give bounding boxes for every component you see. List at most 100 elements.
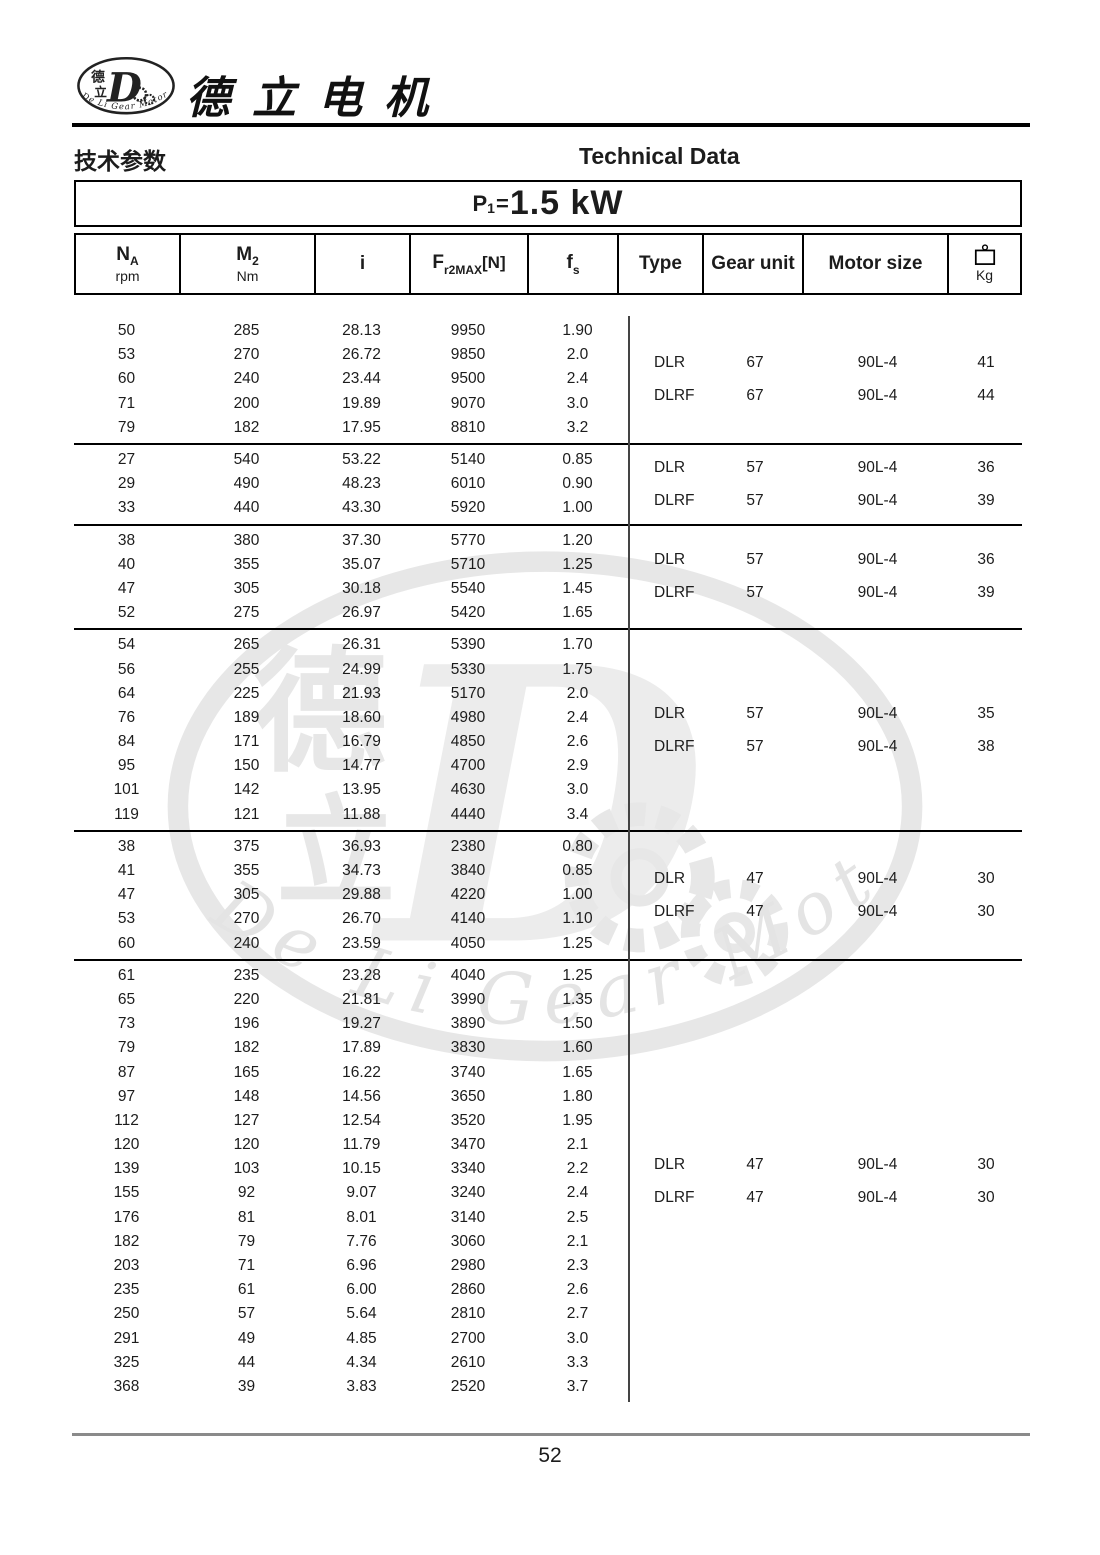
- fs-value: 3.3: [566, 1353, 589, 1371]
- motor-size-value: 90L-4: [857, 737, 898, 755]
- m2-value: 39: [237, 1377, 256, 1395]
- fs-value: 2.6: [566, 1281, 589, 1299]
- gear-unit-value: 57: [746, 551, 764, 569]
- type-label: Type: [639, 253, 682, 275]
- fs-value: 0.80: [562, 837, 593, 855]
- motor-size-value: 90L-4: [857, 551, 898, 569]
- kg-value: 36: [977, 458, 995, 476]
- fs-value: 1.80: [562, 1087, 593, 1105]
- gear-unit-value: 47: [746, 902, 764, 920]
- fr2max-value: 2810: [450, 1305, 486, 1323]
- type-row: DLRF 47 90L-4 30: [628, 1184, 1022, 1211]
- type-row: DLRF 57 90L-4 39: [628, 580, 1022, 607]
- na-value: 52: [117, 604, 136, 622]
- group-types: DLR 57 90L-4 36 DLRF 57 90L-4 39: [628, 529, 1022, 626]
- m2-value: 240: [233, 934, 260, 952]
- na-value: 203: [113, 1257, 140, 1275]
- i-value: 19.27: [342, 1015, 381, 1033]
- i-value: 9.07: [346, 1184, 377, 1202]
- na-value: 47: [117, 886, 136, 904]
- i-value: 6.96: [346, 1257, 377, 1275]
- gear-unit-value: 47: [746, 869, 764, 887]
- table-row: 40 355 35.07 5710 1.25: [74, 553, 628, 577]
- table-row: 112 127 12.54 3520 1.95: [74, 1109, 628, 1133]
- fr2max-value: 4050: [450, 934, 486, 952]
- na-value: 291: [113, 1329, 140, 1347]
- fr2max-value: 5420: [450, 604, 486, 622]
- table-group: 38 375 36.93 2380 0.80 41 355 34.73 3840 0.85 47 30…: [74, 832, 1022, 961]
- type-value: DLR: [654, 1155, 686, 1173]
- brand-logo: 德 立 D De Li Gear Motor: [77, 56, 175, 115]
- table-row: 53 270 26.70 4140 1.10: [74, 907, 628, 931]
- kg-value: 39: [977, 491, 995, 509]
- fr2max-value: 2610: [450, 1353, 486, 1371]
- gear-unit-value: 57: [746, 584, 764, 602]
- na-value: 33: [117, 499, 136, 517]
- na-value: 38: [117, 837, 136, 855]
- m2-value: 275: [233, 604, 260, 622]
- gear-unit-value: 57: [746, 458, 764, 476]
- table-row: 50 285 28.13 9950 1.90: [74, 319, 628, 343]
- group-data: 27 540 53.22 5140 0.85 29 490 48.23 6010 0.90 33 44…: [74, 448, 628, 521]
- m2-value: 120: [233, 1136, 260, 1154]
- motor-size-value: 90L-4: [857, 458, 898, 476]
- table-header-row: NA rpm M2 Nm i Fr2MAX[N] fs Type Gear un…: [74, 233, 1022, 295]
- fs-value: 1.25: [562, 555, 593, 573]
- table-row: 47 305 30.18 5540 1.45: [74, 577, 628, 601]
- fs-value: 2.4: [566, 370, 589, 388]
- na-value: 38: [117, 531, 136, 549]
- type-row: DLR 57 90L-4 36: [628, 547, 1022, 574]
- brand-title: 德立电机: [186, 73, 450, 124]
- fr2max-bracket: [N]: [482, 252, 506, 272]
- fs-value: 1.65: [562, 1063, 593, 1081]
- m2-value: 380: [233, 531, 260, 549]
- fr2max-value: 3990: [450, 990, 486, 1008]
- table-row: 61 235 23.28 4040 1.25: [74, 964, 628, 988]
- table-row: 95 150 14.77 4700 2.9: [74, 754, 628, 778]
- table-row: 97 148 14.56 3650 1.80: [74, 1085, 628, 1109]
- na-value: 61: [117, 966, 136, 984]
- kg-value: 36: [977, 551, 995, 569]
- type-row: DLR 57 90L-4 36: [628, 454, 1022, 481]
- table-row: 52 275 26.97 5420 1.65: [74, 601, 628, 625]
- na-unit: rpm: [115, 268, 140, 285]
- table-row: 203 71 6.96 2980 2.3: [74, 1254, 628, 1278]
- fs-value: 2.4: [566, 1184, 589, 1202]
- fs-value: 1.00: [562, 886, 593, 904]
- na-value: 119: [114, 805, 139, 823]
- table-row: 291 49 4.85 2700 3.0: [74, 1327, 628, 1351]
- fr2max-value: 5920: [450, 499, 486, 517]
- m2-value: 61: [237, 1281, 256, 1299]
- logo-cn-bottom: 立: [94, 84, 107, 99]
- i-value: 14.77: [342, 757, 381, 775]
- table-row: 64 225 21.93 5170 2.0: [74, 682, 628, 706]
- fr2max-value: 5390: [450, 636, 486, 654]
- motor-size-label: Motor size: [828, 253, 923, 275]
- motor-size-value: 90L-4: [857, 902, 898, 920]
- table-row: 53 270 26.72 9850 2.0: [74, 343, 628, 367]
- fs-value: 2.7: [566, 1305, 589, 1323]
- na-value: 47: [117, 579, 136, 597]
- gear-unit-value: 57: [746, 737, 764, 755]
- i-value: 34.73: [342, 862, 381, 880]
- table-row: 176 81 8.01 3140 2.5: [74, 1206, 628, 1230]
- na-value: 325: [113, 1353, 140, 1371]
- type-value: DLR: [654, 353, 686, 371]
- m2-value: 103: [233, 1160, 260, 1178]
- fs-value: 1.60: [562, 1039, 593, 1057]
- i-value: 26.31: [342, 636, 381, 654]
- type-row: DLRF 47 90L-4 30: [628, 898, 1022, 925]
- fr2max-value: 3840: [450, 862, 486, 880]
- na-value: 60: [117, 370, 136, 388]
- fs-value: 1.70: [562, 636, 593, 654]
- i-value: 24.99: [342, 660, 381, 678]
- i-value: 30.18: [342, 579, 381, 597]
- m2-value: 127: [233, 1111, 260, 1129]
- fr2max-value: 4040: [450, 966, 486, 984]
- i-value: 23.44: [342, 370, 381, 388]
- m2-value: 285: [233, 322, 260, 340]
- m2-value: 490: [233, 475, 260, 493]
- m2-subscript: 2: [252, 254, 259, 269]
- table-group: 27 540 53.22 5140 0.85 29 490 48.23 6010 0.90 33 44…: [74, 445, 1022, 526]
- table-row: 56 255 24.99 5330 1.75: [74, 657, 628, 681]
